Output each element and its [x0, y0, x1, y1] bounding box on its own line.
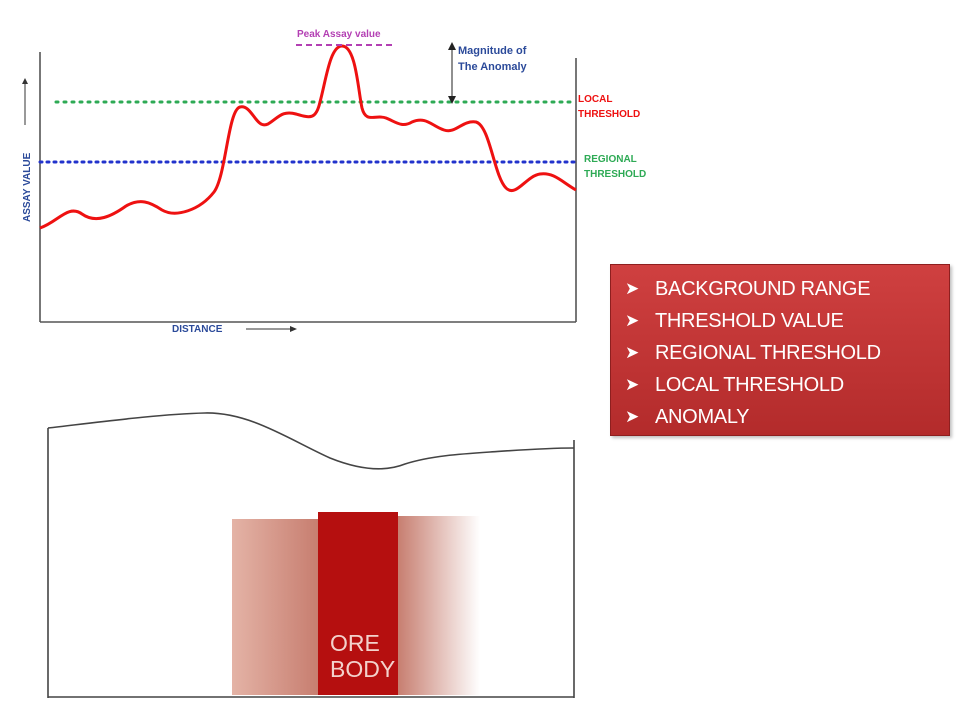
term-label: THRESHOLD VALUE: [655, 309, 844, 332]
regional-threshold-label: REGIONAL THRESHOLD: [584, 154, 646, 180]
magnitude-label-line1: Magnitude of: [458, 45, 527, 57]
left-halo: [232, 519, 318, 695]
right-halo: [398, 516, 480, 695]
regional-threshold-label-line1: REGIONAL: [584, 154, 637, 165]
assay-curve: [39, 44, 577, 230]
y-axis-label: ASSAY VALUE: [22, 152, 33, 222]
term-item: ➤ REGIONAL THRESHOLD: [625, 337, 949, 369]
term-label: BACKGROUND RANGE: [655, 277, 871, 300]
term-item: ➤ BACKGROUND RANGE: [625, 273, 949, 305]
arrow-bullet-icon: ➤: [625, 279, 639, 298]
arrow-bullet-icon: ➤: [625, 375, 639, 394]
term-item: ➤ LOCAL THRESHOLD: [625, 369, 949, 401]
surface-profile: [47, 412, 575, 470]
local-threshold-label: LOCAL THRESHOLD: [578, 94, 640, 120]
ore-body: [318, 512, 398, 695]
term-label: REGIONAL THRESHOLD: [655, 341, 881, 364]
magnitude-arrow: [448, 42, 456, 104]
arrow-bullet-icon: ➤: [625, 407, 639, 426]
term-label: ANOMALY: [655, 405, 750, 428]
term-item: ➤ THRESHOLD VALUE: [625, 305, 949, 337]
terms-callout-box: ➤ BACKGROUND RANGE ➤ THRESHOLD VALUE ➤ REGI…: [610, 264, 950, 436]
local-threshold-label-line2: THRESHOLD: [578, 109, 640, 120]
local-threshold-label-line1: LOCAL: [578, 94, 612, 105]
ore-body-label-line2: BODY: [330, 656, 395, 682]
magnitude-label: Magnitude of The Anomaly: [458, 45, 530, 73]
term-label: LOCAL THRESHOLD: [655, 373, 844, 396]
ore-body-label-line1: ORE: [330, 630, 380, 656]
peak-assay-label: Peak Assay value: [297, 29, 381, 40]
magnitude-label-line2: The Anomaly: [458, 61, 528, 73]
term-item: ➤ ANOMALY: [625, 401, 949, 433]
y-axis-arrow: [22, 78, 28, 125]
x-axis-label: DISTANCE: [172, 324, 223, 335]
x-axis-arrow: [246, 326, 297, 332]
arrow-bullet-icon: ➤: [625, 343, 639, 362]
arrow-bullet-icon: ➤: [625, 311, 639, 330]
regional-threshold-label-line2: THRESHOLD: [584, 169, 646, 180]
ore-body-label: ORE BODY: [330, 630, 395, 682]
terms-list: ➤ BACKGROUND RANGE ➤ THRESHOLD VALUE ➤ REGI…: [611, 265, 949, 433]
